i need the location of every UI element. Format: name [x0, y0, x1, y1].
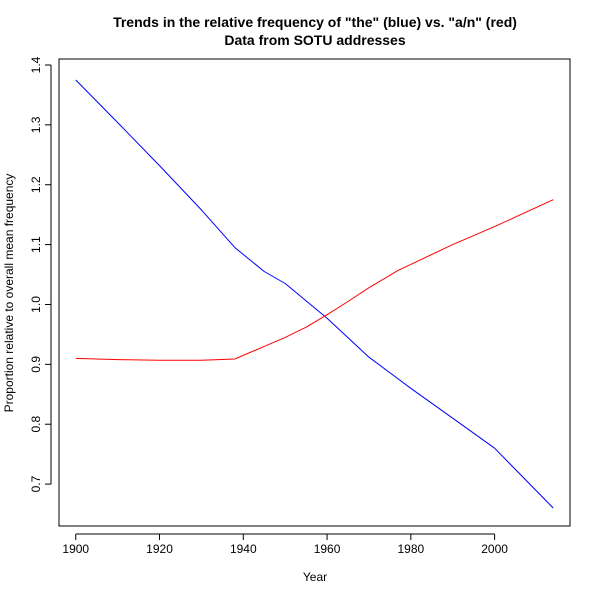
x-tick-label: 2000 — [481, 542, 508, 556]
chart-title: Trends in the relative frequency of "the… — [113, 14, 517, 30]
x-tick-label: 1960 — [314, 542, 341, 556]
y-tick-label: 1.4 — [29, 56, 43, 73]
y-tick-label: 1.0 — [29, 296, 43, 313]
x-tick-label: 1940 — [230, 542, 257, 556]
x-tick-label: 1980 — [397, 542, 424, 556]
y-axis-label: Proportion relative to overall mean freq… — [2, 174, 16, 413]
series-layer — [75, 79, 554, 509]
y-axis: 0.7 0.8 0.9 1.0 1.1 1.2 1.3 1.4 — [29, 56, 52, 492]
x-tick-label: 1920 — [146, 542, 173, 556]
x-axis-label: Year — [303, 570, 327, 584]
y-tick-label: 1.3 — [29, 116, 43, 133]
y-tick-label: 0.8 — [29, 416, 43, 433]
chart-subtitle: Data from SOTU addresses — [224, 32, 405, 48]
x-tick-label: 1900 — [62, 542, 89, 556]
y-tick-label: 1.1 — [29, 236, 43, 253]
y-tick-label: 1.2 — [29, 176, 43, 193]
blue-series-line — [75, 79, 554, 509]
plot-frame — [58, 58, 571, 527]
y-tick-label: 0.7 — [29, 475, 43, 492]
red-series-line — [75, 199, 554, 361]
y-tick-label: 0.9 — [29, 356, 43, 373]
x-axis: 1900 1920 1940 1960 1980 2000 — [62, 533, 508, 556]
